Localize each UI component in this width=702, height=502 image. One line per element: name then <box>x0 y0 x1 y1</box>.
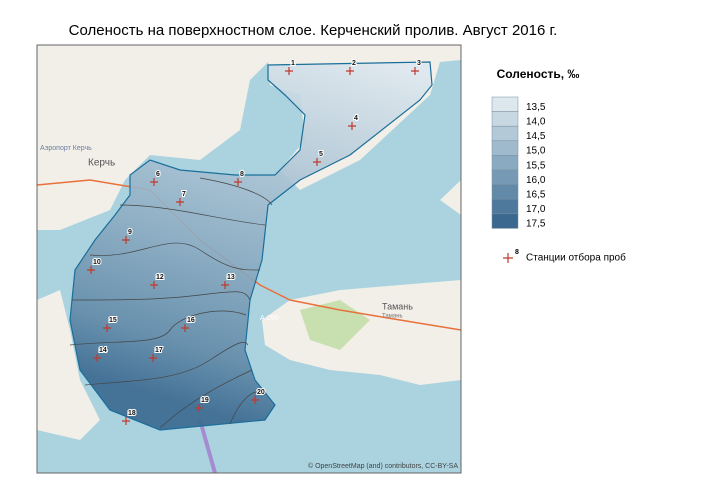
legend-label: 16,5 <box>526 190 546 201</box>
station-label: 5 <box>319 151 323 158</box>
legend-swatch <box>491 184 519 200</box>
map-frame <box>36 44 462 474</box>
isolines <box>69 177 273 429</box>
station-marker <box>122 236 130 244</box>
legend-swatch <box>491 96 519 112</box>
legend-swatch <box>491 111 519 127</box>
map-label-taman: Тамань <box>382 301 413 311</box>
legend-station-number: 8 <box>515 249 519 256</box>
map-label-kerch: Керчь <box>88 158 115 169</box>
station-label: 8 <box>240 171 244 178</box>
legend-station-label: Станции отбора проб <box>526 252 626 264</box>
map-label-airport: Аэропорт Керчь <box>40 145 92 152</box>
station-marker <box>221 281 229 289</box>
station-label: 14 <box>99 347 107 354</box>
station-marker <box>87 266 95 274</box>
legend-label: 14,0 <box>526 117 546 128</box>
station-label: 17 <box>155 347 163 354</box>
station-label: 18 <box>128 410 136 417</box>
legend-label: 17,5 <box>526 219 546 230</box>
station-marker <box>195 404 203 412</box>
station-marker <box>122 417 130 425</box>
map-label-road: A-290 <box>260 315 279 322</box>
station-marker <box>313 158 321 166</box>
station-label: 1 <box>291 60 295 67</box>
station-marker <box>181 324 189 332</box>
station-label: 10 <box>93 259 101 266</box>
station-label: 6 <box>156 171 160 178</box>
land-spit <box>440 180 461 215</box>
station-marker <box>251 396 259 404</box>
road <box>37 179 461 331</box>
station-marker <box>348 122 356 130</box>
station-label: 20 <box>257 389 265 396</box>
salinity-field <box>69 61 433 431</box>
map-label-taman-small: Тамань <box>382 314 403 320</box>
station-label: 13 <box>227 274 235 281</box>
station-label: 7 <box>182 191 186 198</box>
station-label: 9 <box>128 229 132 236</box>
legend-label: 17,0 <box>526 204 546 215</box>
attribution: © OpenStreetMap (and) contributors, CC-B… <box>308 462 458 470</box>
map <box>37 45 461 473</box>
station-label: 4 <box>354 115 358 122</box>
station-marker <box>150 281 158 289</box>
land-taman <box>262 280 461 385</box>
station-label: 15 <box>109 317 117 324</box>
station-marker <box>176 198 184 206</box>
station-marker <box>103 324 111 332</box>
legend-swatch <box>491 213 519 229</box>
station-marker <box>234 178 242 186</box>
station-marker <box>346 67 354 75</box>
legend-swatch <box>491 155 519 171</box>
station-marker <box>93 354 101 362</box>
ferry-line <box>198 419 217 473</box>
legend-label: 15,0 <box>526 146 546 157</box>
station-marker <box>411 67 419 75</box>
legend-label: 16,0 <box>526 175 546 186</box>
legend-label: 13,5 <box>526 102 546 113</box>
legend-swatch <box>491 169 519 185</box>
legend-label: 14,5 <box>526 131 546 142</box>
station-marker <box>150 178 158 186</box>
legend-station-marker <box>503 253 513 263</box>
station-label: 19 <box>201 397 209 404</box>
station-label: 3 <box>417 60 421 67</box>
station-label: 2 <box>352 60 356 67</box>
legend: 13,5 14,0 14,5 15,0 15,5 16,0 16,5 17,0 17,5 <box>491 96 546 230</box>
legend-title: Соленость, ‰ <box>497 67 580 81</box>
station-label: 12 <box>156 274 164 281</box>
legend-swatch <box>491 140 519 156</box>
title: Соленость на поверхностном слое. Керченс… <box>69 22 558 39</box>
land-west <box>37 290 100 440</box>
legend-label: 15,5 <box>526 160 546 171</box>
station-marker <box>285 67 293 75</box>
station-label: 16 <box>187 317 195 324</box>
station-marker <box>149 354 157 362</box>
legend-swatch <box>491 125 519 142</box>
legend-swatch <box>491 198 519 215</box>
